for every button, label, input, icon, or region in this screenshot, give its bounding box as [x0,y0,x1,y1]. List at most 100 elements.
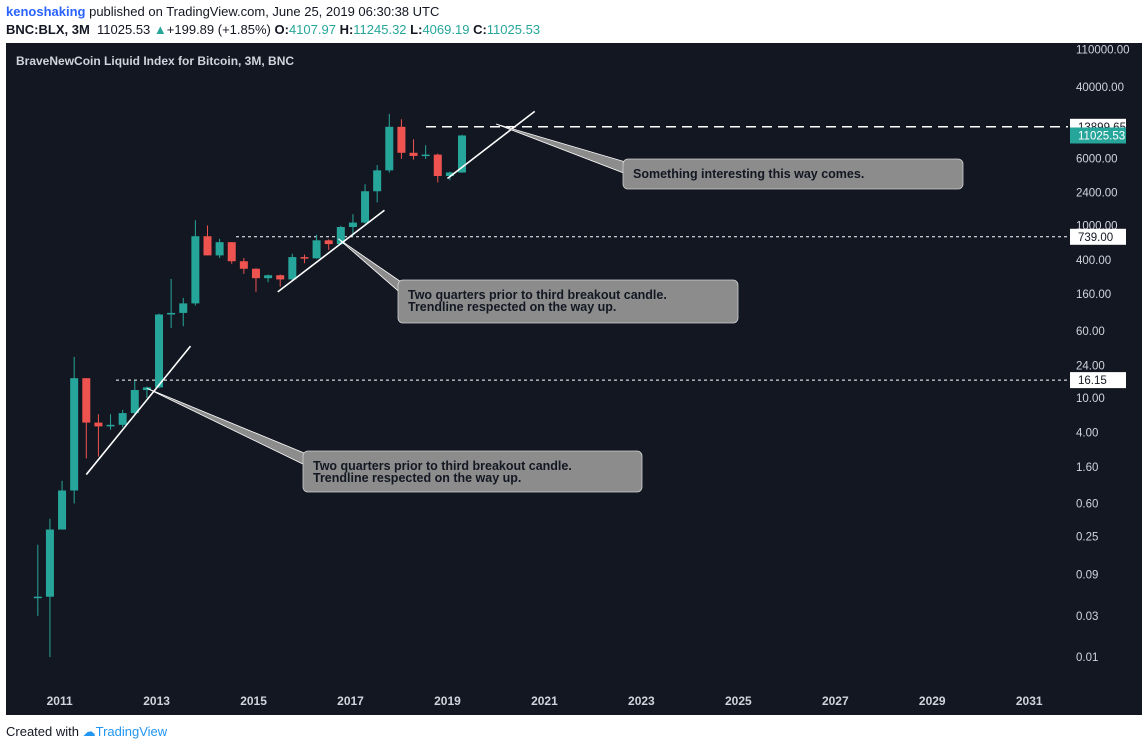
candle-body [312,240,321,259]
price-label: 739.00 [1078,232,1113,244]
candle-body [288,257,297,280]
high-value: 11245.32 [353,22,407,37]
callout-text: Trendline respected on the way up. [313,471,521,485]
callout-pointer [146,387,310,468]
y-tick-label: 0.09 [1076,570,1098,582]
candle-body [227,242,236,262]
x-tick-label: 2029 [919,694,946,708]
callout-pointer [338,238,405,297]
y-tick-label: 1.60 [1076,462,1098,474]
symbol-info: BNC:BLX, 3M 11025.53 ▲+199.89 (+1.85%) O… [6,22,540,37]
y-tick-label: 10.00 [1076,393,1105,405]
x-tick-label: 2025 [725,694,752,708]
close-label: C: [473,22,487,37]
y-tick-label: 0.03 [1076,611,1098,623]
candle-body [373,170,382,192]
trendline [446,110,536,180]
candle-body [433,154,442,177]
candle-body [215,242,224,256]
candle-body [336,226,345,245]
x-tick-label: 2011 [47,694,73,708]
candle-body [385,126,394,171]
published-text: published on TradingView.com, June 25, 2… [89,4,440,19]
callout-box [302,450,643,493]
y-tick-label: 60.00 [1076,326,1105,338]
candle-body [118,413,127,425]
x-tick-label: 2023 [628,694,655,708]
y-tick-label: 160.00 [1076,289,1111,301]
candle-body [167,312,176,315]
x-tick-label: 2015 [240,694,267,708]
callout-text: Something interesting this way comes. [633,167,864,181]
x-tick-label: 2013 [143,694,170,708]
arrow-up-icon: ▲ [153,22,167,37]
candle-body [324,240,333,245]
y-tick-label: 24.00 [1076,360,1105,372]
high-label: H: [339,22,354,37]
candle-body [155,314,164,388]
low-value: 4069.19 [422,22,470,37]
chart-title: BraveNewCoin Liquid Index for Bitcoin, 3… [16,54,294,68]
price-label-box [1070,127,1126,144]
y-tick-label: 0.01 [1076,652,1098,664]
footer: Created with ☁TradingView [6,724,167,740]
last-price: 11025.53 [97,22,151,37]
callout-text: Two quarters prior to third breakout can… [313,459,572,473]
candle-body [348,222,357,227]
callout-text: Two quarters prior to third breakout can… [408,288,667,302]
y-tick-label: 0.60 [1076,499,1098,511]
low-label: L: [410,22,423,37]
trendline [277,209,385,293]
chart-svg[interactable]: BraveNewCoin Liquid Index for Bitcoin, 3… [6,43,1142,715]
callout-box [622,158,964,190]
x-tick-label: 2019 [434,694,461,708]
y-tick-label: 6000.00 [1076,153,1118,165]
created-with-text: Created with [6,724,79,739]
candle-body [361,191,370,223]
candle-body [33,596,42,599]
price-change: +199.89 (+1.85%) [166,22,271,37]
y-tick-label: 0.25 [1076,531,1098,543]
x-tick-label: 2031 [1016,694,1043,708]
x-tick-label: 2017 [337,694,364,708]
x-tick-label: 2021 [531,694,558,708]
candle-body [58,490,67,530]
candle-body [130,390,139,414]
chart-area[interactable]: BraveNewCoin Liquid Index for Bitcoin, 3… [6,43,1142,715]
y-tick-label: 400.00 [1076,255,1111,267]
close-value: 11025.53 [486,22,541,37]
open-label: O: [274,22,289,37]
callout-pointer [495,123,630,176]
callout-box [397,279,739,324]
candle-body [203,236,212,256]
symbol-name: BNC:BLX, 3M [6,22,90,37]
open-value: 4107.97 [288,22,336,37]
candle-body [276,275,285,280]
callout-text: Trendline respected on the way up. [408,300,616,314]
candle-body [239,261,248,269]
tradingview-brand-link[interactable]: TradingView [95,724,168,739]
candle-body [179,303,188,313]
y-tick-label: 2400.00 [1076,188,1118,200]
candle-body [82,378,91,423]
candle-body [264,275,273,279]
trendline [85,345,192,476]
candle-body [191,236,200,304]
y-tick-label: 40000.00 [1076,82,1124,94]
candle-body [94,422,103,427]
candle-body [45,529,54,597]
candle-body [70,378,79,491]
candle-body [458,135,467,173]
price-label-box [1070,228,1126,245]
author-username[interactable]: kenoshaking [6,4,86,19]
price-label: 16.15 [1078,375,1107,387]
candle-body [142,387,151,391]
tradingview-logo-icon[interactable]: ☁ [82,724,96,739]
price-label: 11025.53 [1078,130,1125,142]
candle-body [300,257,309,259]
candle-body [251,268,260,279]
publish-info: kenoshaking published on TradingView.com… [6,4,439,19]
candle-body [106,424,115,427]
candle-body [421,154,430,157]
y-tick-label: 4.00 [1076,427,1098,439]
